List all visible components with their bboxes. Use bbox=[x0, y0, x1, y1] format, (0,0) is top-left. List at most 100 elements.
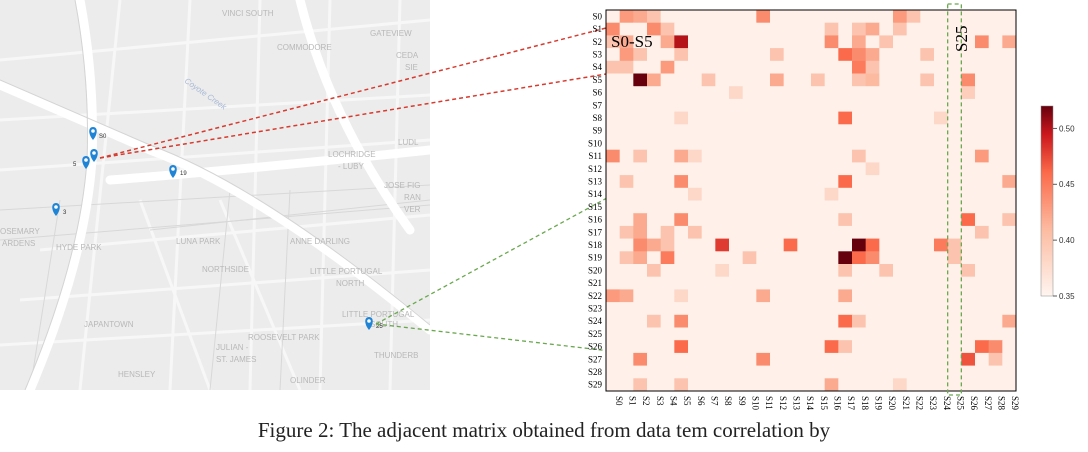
heatmap-cell bbox=[756, 251, 771, 265]
map-label: JAPANTOWN bbox=[84, 320, 134, 329]
heatmap-cell bbox=[906, 22, 921, 36]
heatmap-cell bbox=[824, 124, 839, 138]
heatmap-cell bbox=[633, 35, 648, 49]
heatmap-cell bbox=[934, 60, 949, 74]
heatmap-cell bbox=[920, 124, 935, 138]
heatmap-cell bbox=[988, 264, 1003, 278]
heatmap-cell bbox=[824, 22, 839, 36]
heatmap-cell bbox=[647, 124, 662, 138]
heatmap-cell bbox=[756, 340, 771, 354]
heatmap-cell bbox=[660, 289, 675, 303]
heatmap-cell bbox=[988, 10, 1003, 24]
heatmap-cell bbox=[1002, 175, 1017, 189]
heatmap-cell bbox=[647, 314, 662, 328]
heatmap-cell bbox=[824, 365, 839, 379]
column-tick-label: S24 bbox=[942, 396, 952, 411]
row-tick-label: S2 bbox=[592, 37, 602, 47]
heatmap-cell bbox=[729, 10, 744, 24]
heatmap-cell bbox=[961, 162, 976, 176]
heatmap-cell bbox=[701, 187, 716, 201]
heatmap-cell bbox=[742, 73, 757, 87]
heatmap-cell bbox=[879, 213, 894, 227]
heatmap-cell bbox=[988, 187, 1003, 201]
heatmap-cell bbox=[797, 48, 812, 62]
heatmap-cell bbox=[797, 365, 812, 379]
heatmap-cell bbox=[824, 378, 839, 392]
heatmap-cell bbox=[988, 327, 1003, 341]
heatmap-cell bbox=[715, 251, 730, 265]
heatmap-cell bbox=[701, 22, 716, 36]
heatmap-cell bbox=[674, 302, 689, 316]
heatmap-cell bbox=[619, 276, 634, 290]
heatmap-cell bbox=[811, 22, 826, 36]
heatmap-cell bbox=[920, 251, 935, 265]
heatmap-cell bbox=[688, 200, 703, 214]
heatmap-cell bbox=[975, 200, 990, 214]
map-pin-icon[interactable] bbox=[90, 149, 98, 162]
heatmap-cell bbox=[920, 225, 935, 239]
heatmap-cell bbox=[729, 162, 744, 176]
heatmap-cell bbox=[674, 378, 689, 392]
heatmap-cell bbox=[947, 98, 962, 112]
heatmap-cell bbox=[879, 352, 894, 366]
heatmap-cell bbox=[988, 124, 1003, 138]
heatmap-cell bbox=[975, 60, 990, 74]
heatmap-cell bbox=[729, 238, 744, 252]
heatmap-cell bbox=[879, 86, 894, 100]
heatmap-cell bbox=[742, 10, 757, 24]
heatmap-cell bbox=[906, 365, 921, 379]
map-label: HYDE PARK bbox=[56, 243, 102, 252]
map-pin-icon[interactable]: 5 bbox=[73, 156, 90, 169]
row-tick-label: S7 bbox=[592, 100, 602, 110]
heatmap-cell bbox=[783, 73, 798, 87]
heatmap-cell bbox=[756, 98, 771, 112]
heatmap-cell bbox=[988, 289, 1003, 303]
heatmap-cell bbox=[947, 238, 962, 252]
heatmap-cell bbox=[852, 10, 867, 24]
heatmap-cell bbox=[961, 352, 976, 366]
heatmap-cell bbox=[811, 327, 826, 341]
heatmap-cell bbox=[688, 98, 703, 112]
heatmap-cell bbox=[701, 111, 716, 125]
heatmap-cell bbox=[647, 200, 662, 214]
heatmap-cell bbox=[906, 340, 921, 354]
heatmap-cell bbox=[783, 98, 798, 112]
heatmap-cell bbox=[770, 340, 785, 354]
heatmap-cell bbox=[647, 365, 662, 379]
column-tick-label: S10 bbox=[751, 396, 761, 411]
column-tick-label: S22 bbox=[915, 396, 925, 410]
heatmap-cell bbox=[647, 98, 662, 112]
heatmap-cell bbox=[893, 378, 908, 392]
heatmap-cell bbox=[947, 213, 962, 227]
heatmap-cell bbox=[838, 22, 853, 36]
heatmap-cell bbox=[619, 225, 634, 239]
heatmap-cell bbox=[961, 340, 976, 354]
heatmap-cell bbox=[647, 175, 662, 189]
map-label: LOCHRIDGE bbox=[328, 150, 376, 159]
map-pin-icon[interactable]: 3 bbox=[52, 203, 67, 216]
heatmap-cell bbox=[893, 124, 908, 138]
heatmap-cell bbox=[729, 225, 744, 239]
map-pin-icon[interactable]: 19 bbox=[169, 165, 187, 178]
heatmap-cell bbox=[797, 86, 812, 100]
heatmap-cell bbox=[770, 276, 785, 290]
heatmap-cell bbox=[633, 149, 648, 163]
heatmap-cell bbox=[961, 149, 976, 163]
heatmap-cell bbox=[756, 162, 771, 176]
heatmap-cell bbox=[838, 73, 853, 87]
heatmap-cell bbox=[619, 352, 634, 366]
map-label: ANNE DARLING bbox=[290, 237, 350, 246]
heatmap-cell bbox=[934, 149, 949, 163]
heatmap-cell bbox=[975, 340, 990, 354]
heatmap-cell bbox=[770, 251, 785, 265]
row-tick-label: S25 bbox=[588, 329, 603, 339]
heatmap-cell bbox=[811, 340, 826, 354]
row-tick-label: S14 bbox=[588, 189, 603, 199]
heatmap-cell bbox=[920, 111, 935, 125]
heatmap-cell bbox=[906, 124, 921, 138]
heatmap-cell bbox=[811, 187, 826, 201]
heatmap-cell bbox=[893, 35, 908, 49]
heatmap-cell bbox=[660, 48, 675, 62]
heatmap-cell bbox=[633, 378, 648, 392]
heatmap-cell bbox=[975, 289, 990, 303]
